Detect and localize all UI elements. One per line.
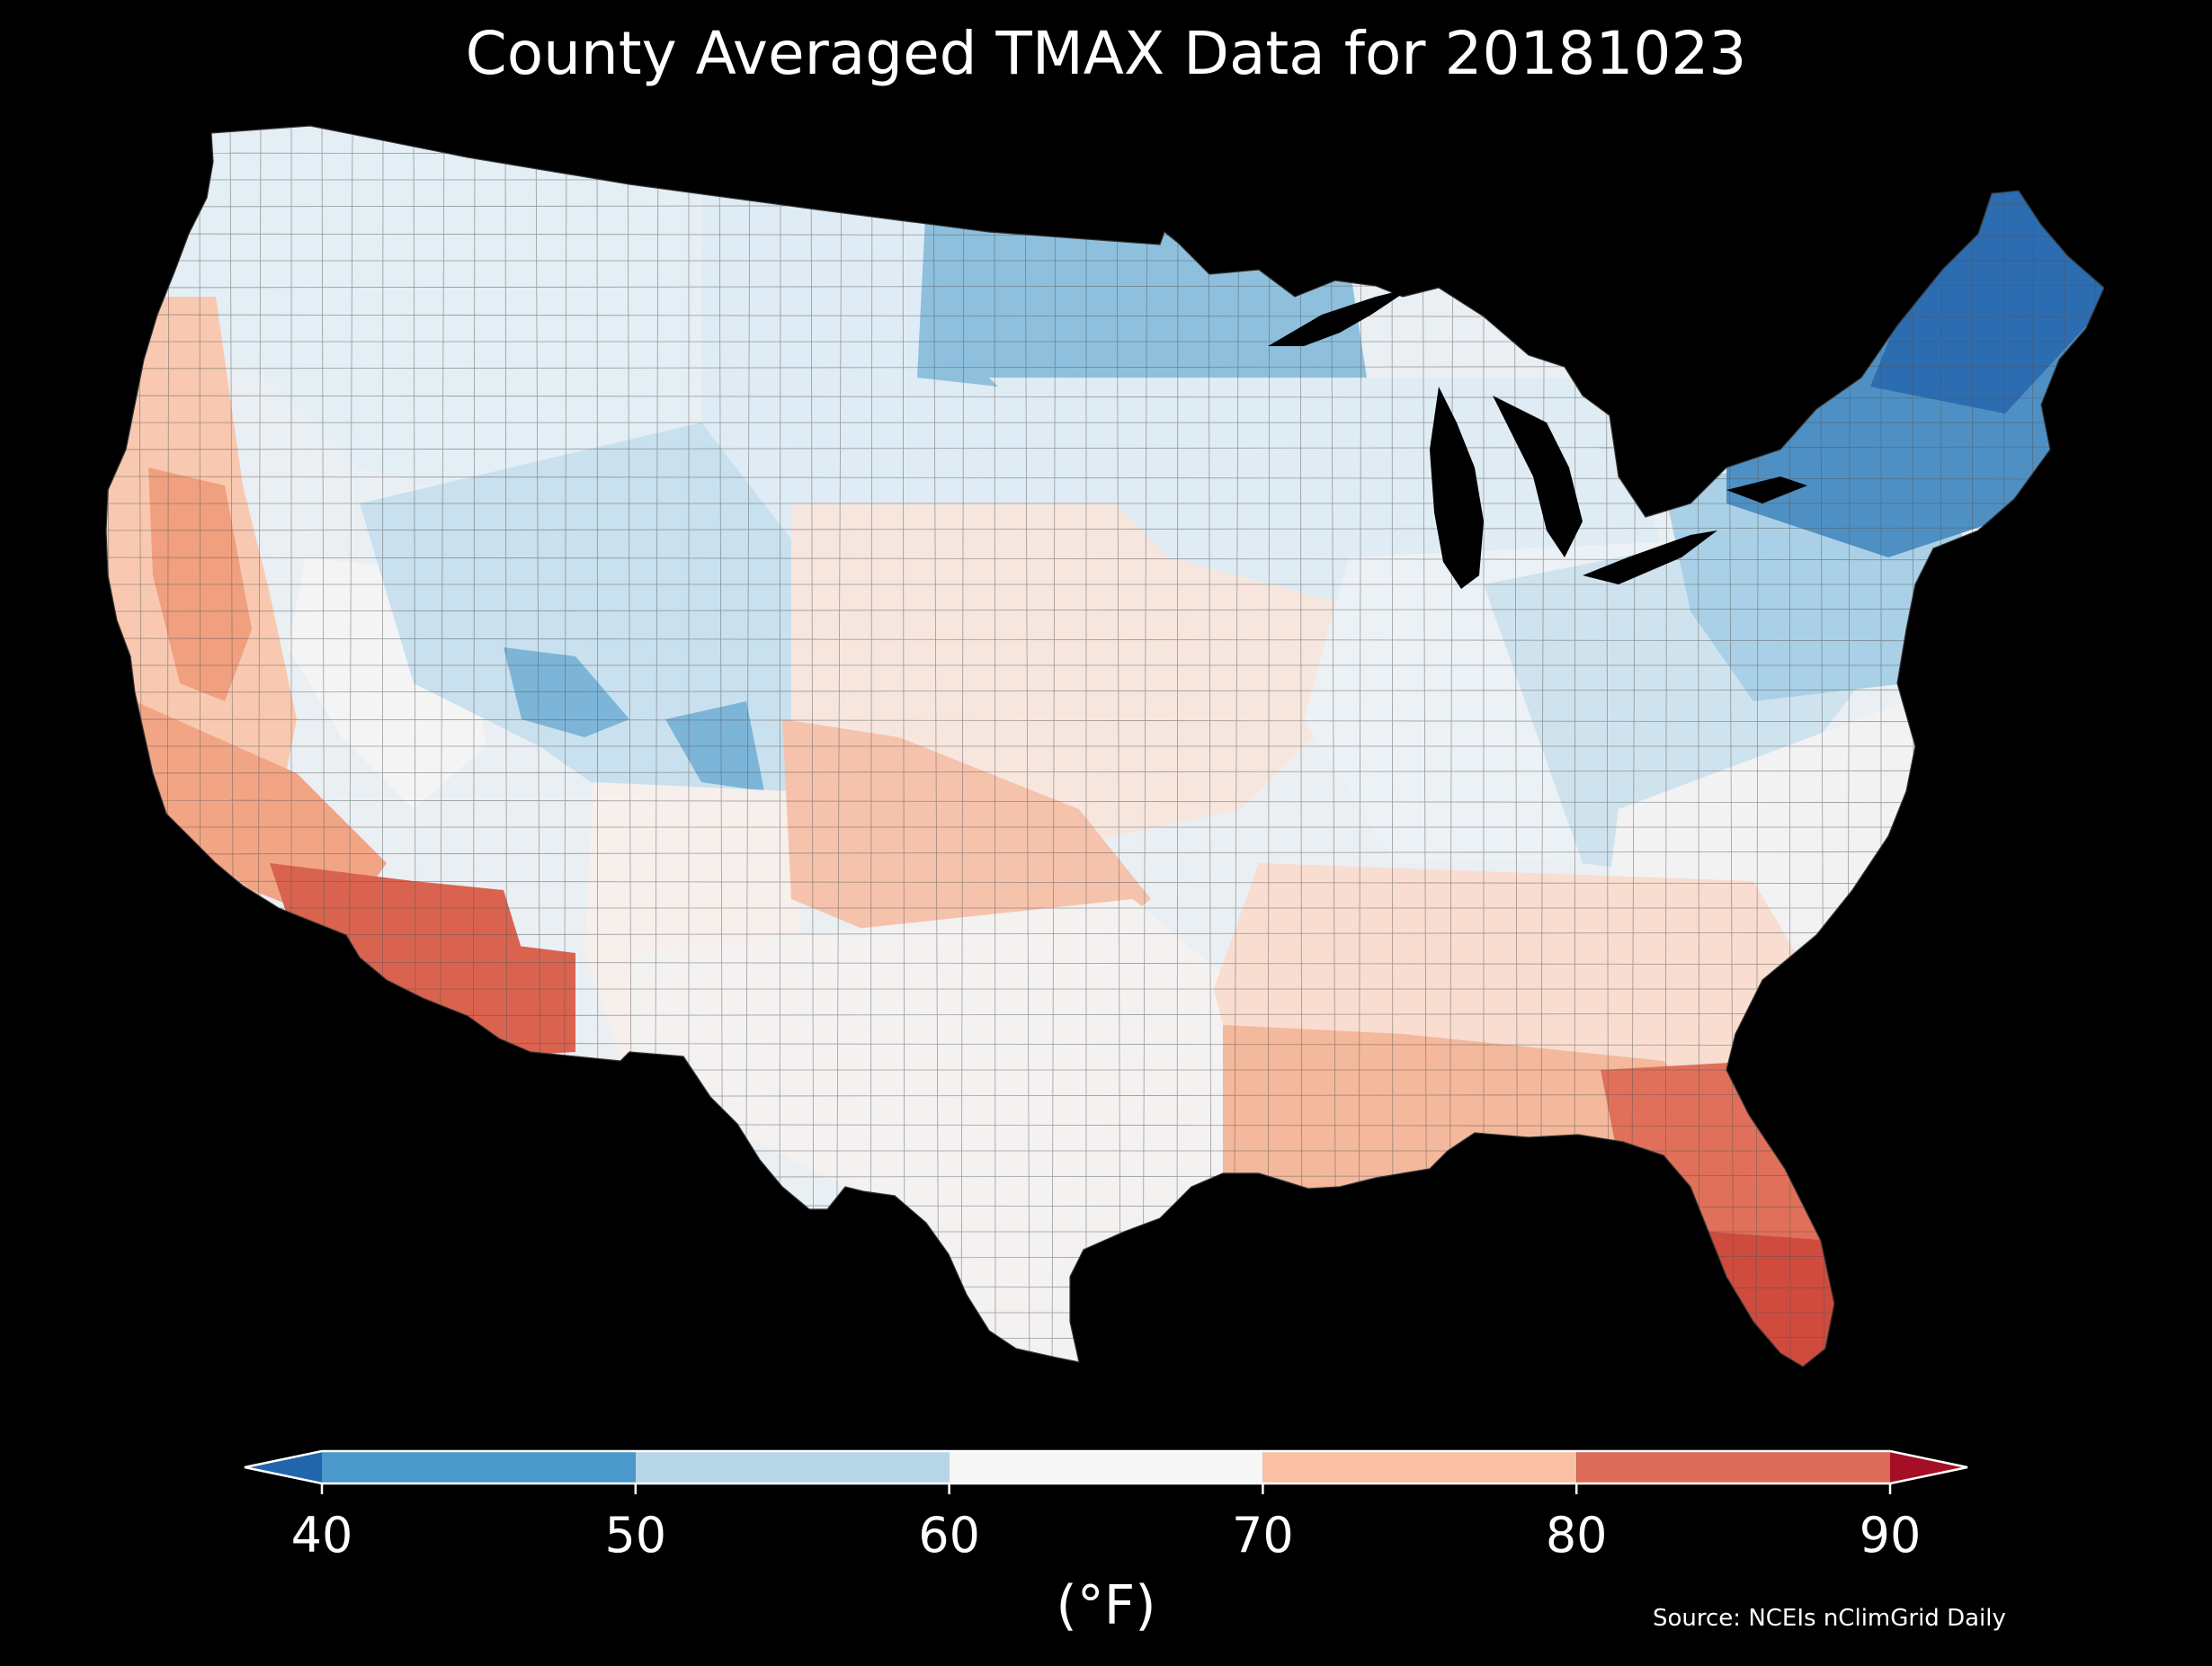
county-line xyxy=(106,689,2104,693)
county-boundaries xyxy=(106,126,2104,1367)
colorbar-bin-2 xyxy=(949,1451,1263,1483)
colorbar-tick-label: 40 xyxy=(290,1507,353,1564)
colorbar-bin-3 xyxy=(1262,1451,1577,1483)
region-northwest xyxy=(106,126,701,503)
county-line xyxy=(932,126,940,1367)
county-line xyxy=(1208,126,1212,1367)
colorbar-tick-label: 50 xyxy=(604,1507,667,1564)
county-line xyxy=(1176,126,1179,1367)
county-line xyxy=(106,608,2104,612)
county-line xyxy=(1142,126,1148,1367)
county-line xyxy=(106,851,2104,855)
county-line xyxy=(106,446,2104,450)
region-colorado-high xyxy=(504,647,629,737)
lake-superior xyxy=(1268,288,1412,346)
county-line xyxy=(870,126,873,1367)
colorbar-tick-label: 60 xyxy=(918,1507,980,1564)
county-line xyxy=(1391,126,1394,1367)
lake-erie xyxy=(1583,530,1717,584)
region-desert-southwest xyxy=(270,863,540,1052)
region-southern-plains xyxy=(782,719,1151,953)
lake-ontario xyxy=(1726,477,1807,503)
county-line xyxy=(1267,126,1271,1367)
county-line xyxy=(106,718,2104,723)
county-line xyxy=(1358,126,1362,1367)
county-line xyxy=(106,527,2104,531)
county-line xyxy=(810,126,815,1367)
region-gulf-coast xyxy=(1223,1025,1726,1196)
colorbar-bin-1 xyxy=(635,1451,950,1483)
great-lakes xyxy=(1268,288,1807,589)
county-line xyxy=(1051,126,1057,1367)
lake-huron xyxy=(1493,396,1583,557)
lake-michigan xyxy=(1430,387,1484,589)
county-line xyxy=(106,557,2104,561)
colorbar-over-arrow xyxy=(1890,1451,1967,1483)
county-line xyxy=(835,126,843,1367)
region-south-florida xyxy=(1708,1232,1843,1367)
county-line xyxy=(106,637,2104,642)
county-line xyxy=(1116,126,1121,1367)
colorbar-tick-label: 70 xyxy=(1232,1507,1294,1564)
county-line xyxy=(960,126,965,1367)
county-line xyxy=(106,931,2104,936)
colorbar-tick-label: 80 xyxy=(1545,1507,1608,1564)
county-line xyxy=(106,770,2104,774)
map-title: County Averaged TMAX Data for 20181023 xyxy=(465,19,1747,88)
colorbar-tick-label: 90 xyxy=(1859,1507,1922,1564)
source-note: Source: NCEIs nClimGrid Daily xyxy=(1653,1605,2006,1632)
county-line xyxy=(902,126,905,1367)
county-line xyxy=(106,880,2104,885)
county-line xyxy=(106,799,2104,804)
colorbar-unit-label: (°F) xyxy=(1056,1574,1156,1637)
colorbar-bin-0 xyxy=(322,1451,636,1483)
colorbar-bin-4 xyxy=(1576,1451,1890,1483)
county-line xyxy=(1024,126,1030,1367)
colorbar-under-arrow xyxy=(245,1451,322,1483)
